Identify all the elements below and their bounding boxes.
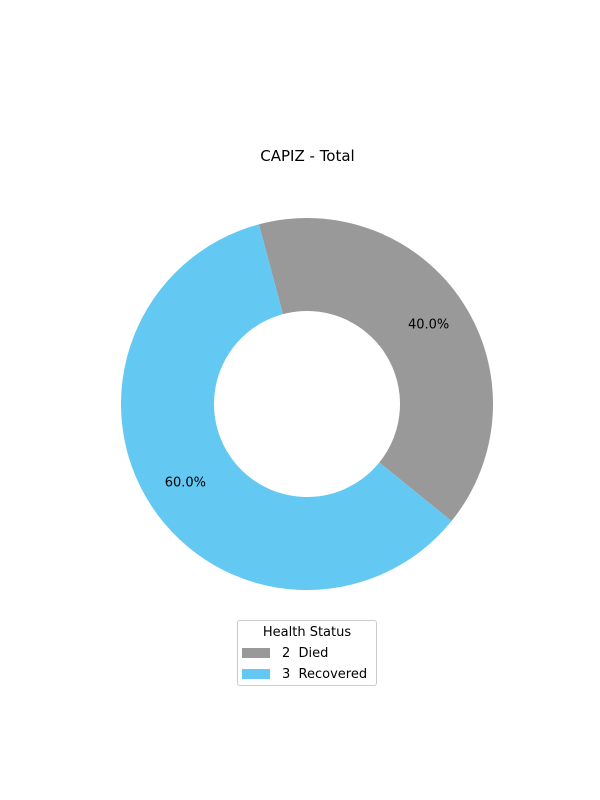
legend-title: Health Status: [262, 625, 352, 640]
legend-label-recovered: 3 Recovered: [282, 666, 368, 682]
legend: Health Status 2 Died 3 Recovered: [237, 620, 377, 686]
slice-label-recovered: 60.0%: [165, 475, 206, 490]
slice-labels: 40.0% 60.0%: [165, 318, 450, 491]
legend-entry-died: 2 Died: [242, 645, 328, 661]
legend-swatch-recovered: [242, 669, 270, 679]
legend-entry-recovered: 3 Recovered: [242, 666, 367, 682]
slice-label-died: 40.0%: [408, 318, 449, 333]
chart-title: CAPIZ - Total: [260, 147, 355, 165]
legend-swatch-died: [242, 648, 270, 658]
slice-died: [258, 217, 493, 522]
legend-label-died: 2 Died: [282, 645, 329, 661]
donut-slices: [121, 217, 493, 590]
slice-recovered: [121, 224, 452, 590]
